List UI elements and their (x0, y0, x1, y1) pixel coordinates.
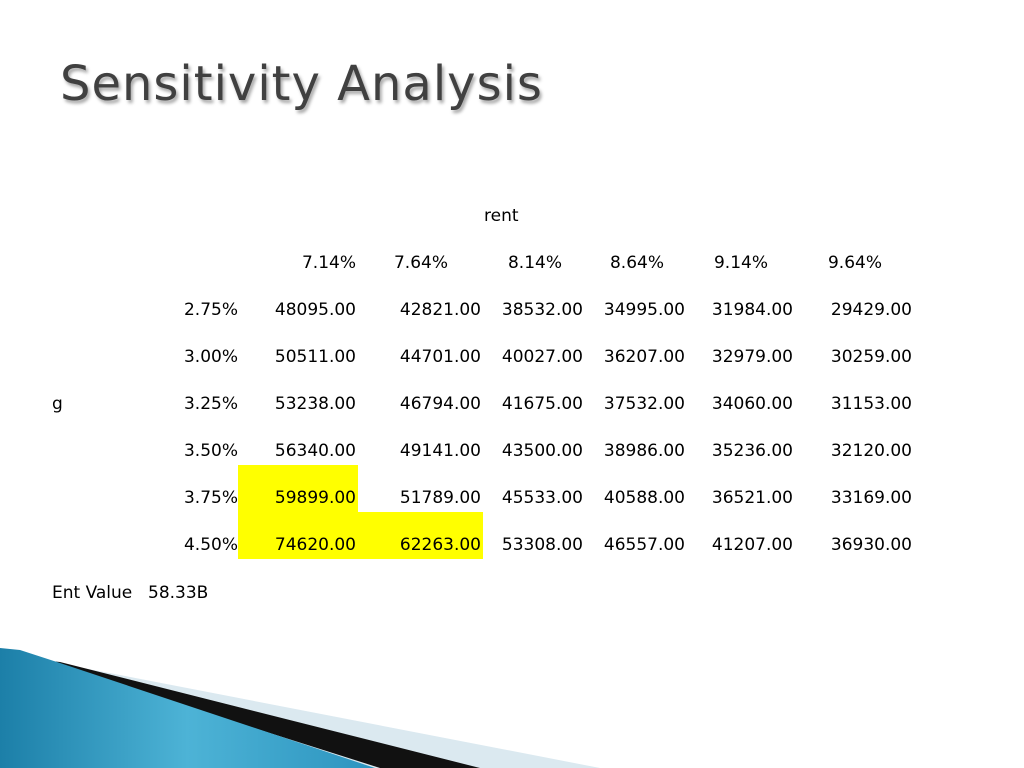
table-cell: 32120.00 (830, 441, 912, 461)
table-cell: 45533.00 (501, 488, 583, 508)
table-cell: 51789.00 (399, 488, 481, 508)
table-cell: 38532.00 (501, 300, 583, 320)
row-label: 3.75% (183, 488, 238, 508)
table-cell: 36930.00 (830, 535, 912, 555)
table-cell: 46557.00 (603, 535, 685, 555)
column-label: 8.14% (507, 253, 562, 273)
highlight-cell-3-75-7-14 (238, 465, 358, 512)
row-header-g: g (52, 394, 63, 414)
table-cell: 33169.00 (830, 488, 912, 508)
table-cell: 36521.00 (711, 488, 793, 508)
column-label: 9.14% (713, 253, 768, 273)
table-cell: 43500.00 (501, 441, 583, 461)
row-label: 3.00% (183, 347, 238, 367)
table-cell: 44701.00 (399, 347, 481, 367)
column-header-rent: rent (484, 206, 519, 226)
table-cell: 42821.00 (399, 300, 481, 320)
column-label: 7.64% (393, 253, 448, 273)
table-cell: 62263.00 (399, 535, 481, 555)
table-cell: 46794.00 (399, 394, 481, 414)
table-cell: 56340.00 (274, 441, 356, 461)
row-label: 3.25% (183, 394, 238, 414)
ent-value-label: Ent Value (52, 583, 133, 603)
table-cell: 59899.00 (274, 488, 356, 508)
table-cell: 74620.00 (274, 535, 356, 555)
table-cell: 35236.00 (711, 441, 793, 461)
table-cell: 41207.00 (711, 535, 793, 555)
table-cell: 37532.00 (603, 394, 685, 414)
table-cell: 31984.00 (711, 300, 793, 320)
table-cell: 40027.00 (501, 347, 583, 367)
page-title: Sensitivity Analysis (60, 56, 543, 112)
table-cell: 36207.00 (603, 347, 685, 367)
column-label: 9.64% (827, 253, 882, 273)
column-label: 7.14% (301, 253, 356, 273)
table-cell: 34995.00 (603, 300, 685, 320)
table-cell: 29429.00 (830, 300, 912, 320)
table-cell: 32979.00 (711, 347, 793, 367)
row-label: 3.50% (183, 441, 238, 461)
table-cell: 53238.00 (274, 394, 356, 414)
highlight-cell-4-50-7-14 (238, 512, 358, 559)
table-cell: 31153.00 (830, 394, 912, 414)
table-cell: 30259.00 (830, 347, 912, 367)
table-cell: 34060.00 (711, 394, 793, 414)
row-label: 2.75% (183, 300, 238, 320)
table-cell: 38986.00 (603, 441, 685, 461)
table-cell: 40588.00 (603, 488, 685, 508)
table-cell: 50511.00 (274, 347, 356, 367)
row-label: 4.50% (183, 535, 238, 555)
ent-value-amount: 58.33B (148, 583, 209, 603)
table-cell: 49141.00 (399, 441, 481, 461)
table-cell: 53308.00 (501, 535, 583, 555)
column-label: 8.64% (609, 253, 664, 273)
highlight-cell-4-50-7-64 (358, 512, 483, 559)
table-cell: 41675.00 (501, 394, 583, 414)
table-cell: 48095.00 (274, 300, 356, 320)
